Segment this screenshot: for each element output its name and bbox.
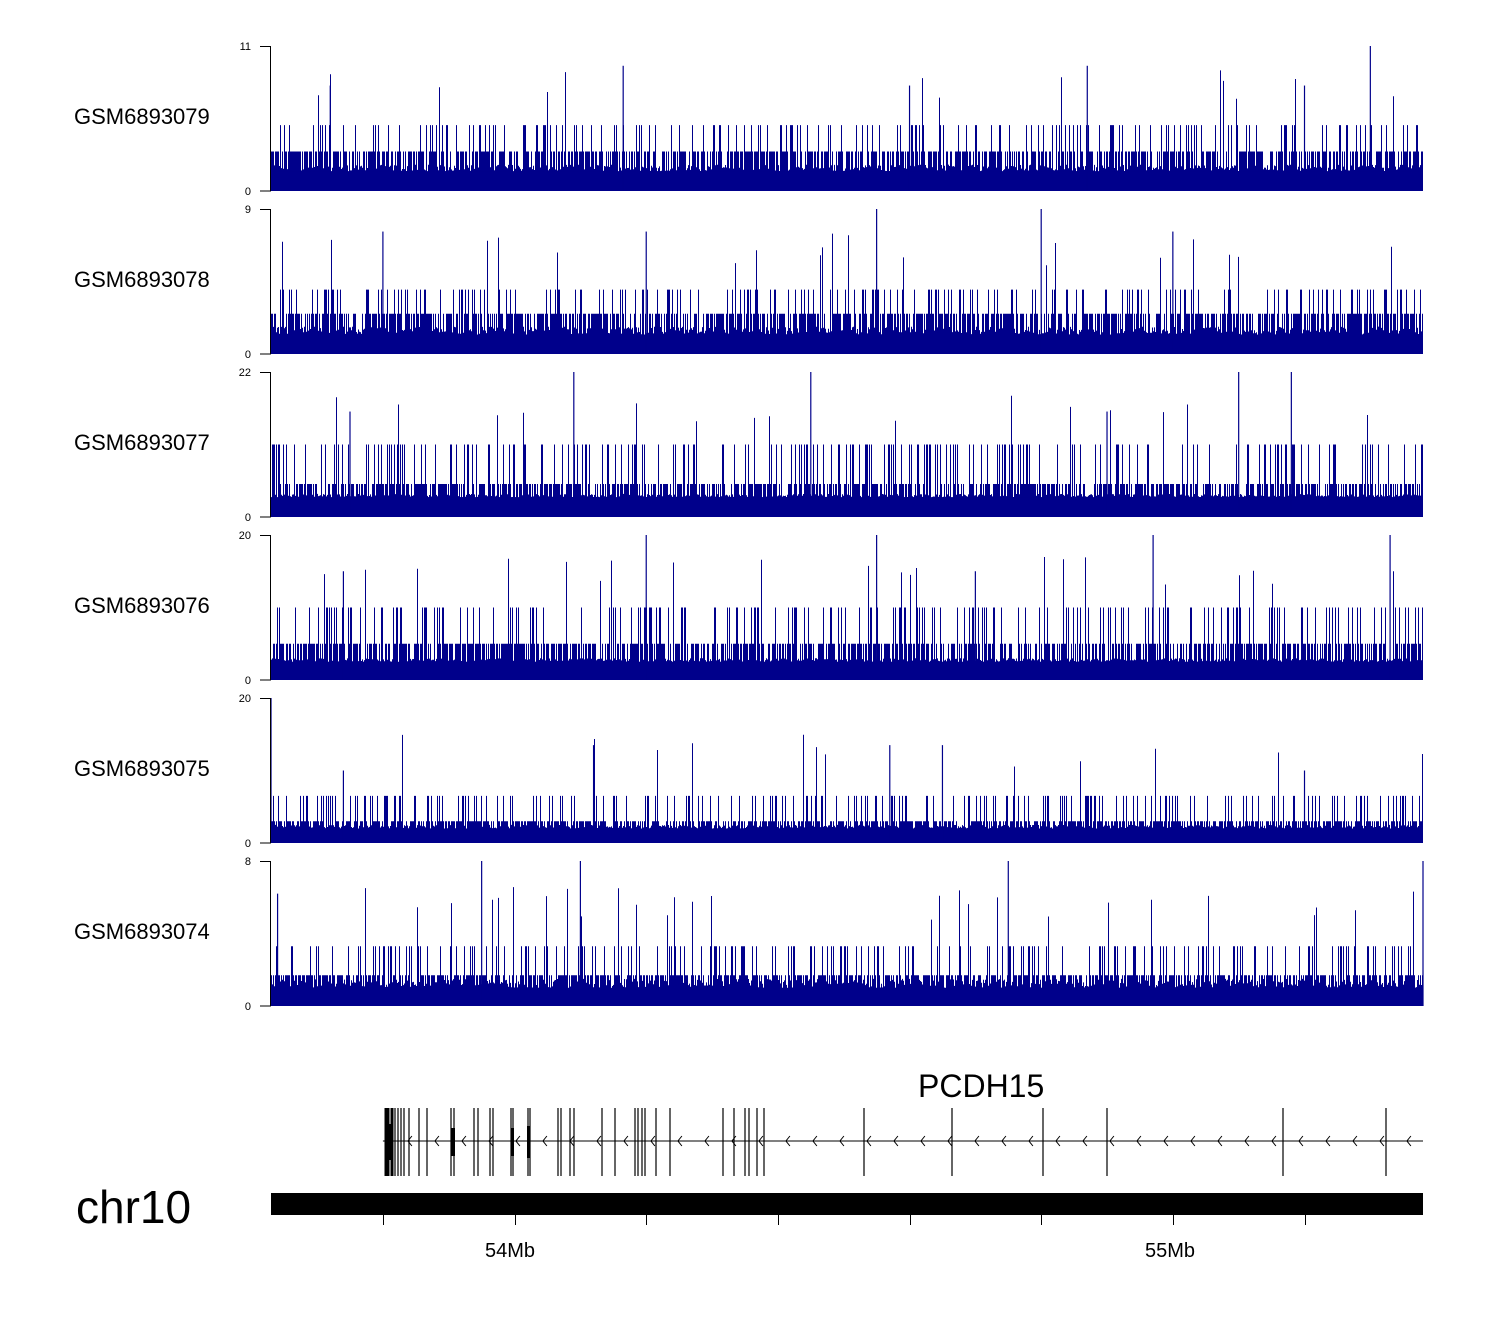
track-label-3: GSM6893077 [74, 430, 210, 455]
coverage-floor [271, 334, 1423, 354]
coverage-bars [271, 557, 1423, 680]
strand-arrow [893, 1135, 899, 1147]
track-GSM6893076: 20 0 [239, 530, 1423, 687]
y-max-label: 22 [239, 367, 251, 379]
y-min-label: 0 [245, 349, 251, 361]
strand-arrow [947, 1135, 953, 1147]
y-min-label: 0 [245, 838, 251, 850]
track-label-5: GSM6893075 [74, 756, 210, 781]
genome-axis [383, 1215, 1306, 1225]
strand-arrow [1379, 1135, 1385, 1147]
strand-arrow [1082, 1135, 1088, 1147]
coverage-floor [271, 828, 1423, 843]
y-min-label: 0 [245, 512, 251, 524]
strand-arrow [704, 1135, 710, 1147]
y-max-label: 9 [245, 204, 251, 216]
strand-arrow [650, 1135, 656, 1147]
strand-arrow [1109, 1135, 1115, 1147]
tick-label-55mb: 55Mb [1145, 1240, 1196, 1262]
track-label-4: GSM6893076 [74, 593, 210, 618]
strand-arrow [542, 1135, 548, 1147]
exon-block [527, 1126, 530, 1158]
coverage-floor [271, 497, 1423, 517]
strand-arrow [1325, 1135, 1331, 1147]
strand-arrow [434, 1135, 440, 1147]
y-max-label: 20 [239, 530, 251, 542]
y-max-label: 20 [239, 693, 251, 705]
exon-block [511, 1128, 514, 1156]
chromosome-label: chr10 [76, 1181, 192, 1233]
y-min-label: 0 [245, 1001, 251, 1013]
strand-arrow [1163, 1135, 1169, 1147]
strand-arrow [1352, 1135, 1358, 1147]
y-min-label: 0 [245, 186, 251, 198]
strand-arrow [1190, 1135, 1196, 1147]
strand-arrow [461, 1135, 467, 1147]
strand-arrow [1298, 1135, 1304, 1147]
tick-label-54mb: 54Mb [485, 1240, 536, 1262]
gene-label: PCDH15 [918, 1068, 1045, 1104]
strand-arrow [1244, 1135, 1250, 1147]
gene-model [382, 1108, 1423, 1176]
exon-block-utr [385, 1124, 391, 1160]
strand-arrow [866, 1135, 872, 1147]
track-label-1: GSM6893079 [74, 104, 210, 129]
strand-arrow [1001, 1135, 1007, 1147]
strand-arrow [407, 1135, 413, 1147]
track-GSM6893075: 20 0 [239, 693, 1423, 850]
strand-arrow [1055, 1135, 1061, 1147]
y-max-label: 8 [245, 856, 251, 868]
strand-arrow [812, 1135, 818, 1147]
strand-arrow [758, 1135, 764, 1147]
coverage-floor [271, 171, 1423, 191]
track-label-6: GSM6893074 [74, 919, 210, 944]
strand-arrow [974, 1135, 980, 1147]
strand-arrow [488, 1135, 494, 1147]
y-max-label: 11 [240, 41, 251, 53]
strand-arrow [920, 1135, 926, 1147]
strand-arrow [1217, 1135, 1223, 1147]
strand-arrow [785, 1135, 791, 1147]
strand-arrow [1406, 1135, 1412, 1147]
exon-block [451, 1128, 455, 1156]
chromosome-bar [271, 1193, 1423, 1215]
track-GSM6893079: 11 0 [240, 41, 1423, 198]
coverage-floor [271, 987, 1423, 1006]
coverage-floor [271, 661, 1423, 680]
strand-arrow [1028, 1135, 1034, 1147]
y-min-label: 0 [245, 675, 251, 687]
track-GSM6893078: 90 [245, 204, 1423, 361]
track-label-2: GSM6893078 [74, 267, 210, 292]
track-GSM6893074: 80 [245, 856, 1424, 1013]
track-GSM6893077: 22 0 [239, 367, 1423, 524]
strand-arrow [1136, 1135, 1142, 1147]
strand-arrow [623, 1135, 629, 1147]
strand-arrow [1271, 1135, 1277, 1147]
strand-arrow [515, 1135, 521, 1147]
coverage-bars [271, 734, 1423, 843]
strand-arrow [596, 1135, 602, 1147]
strand-arrow [677, 1135, 683, 1147]
strand-arrow [839, 1135, 845, 1147]
